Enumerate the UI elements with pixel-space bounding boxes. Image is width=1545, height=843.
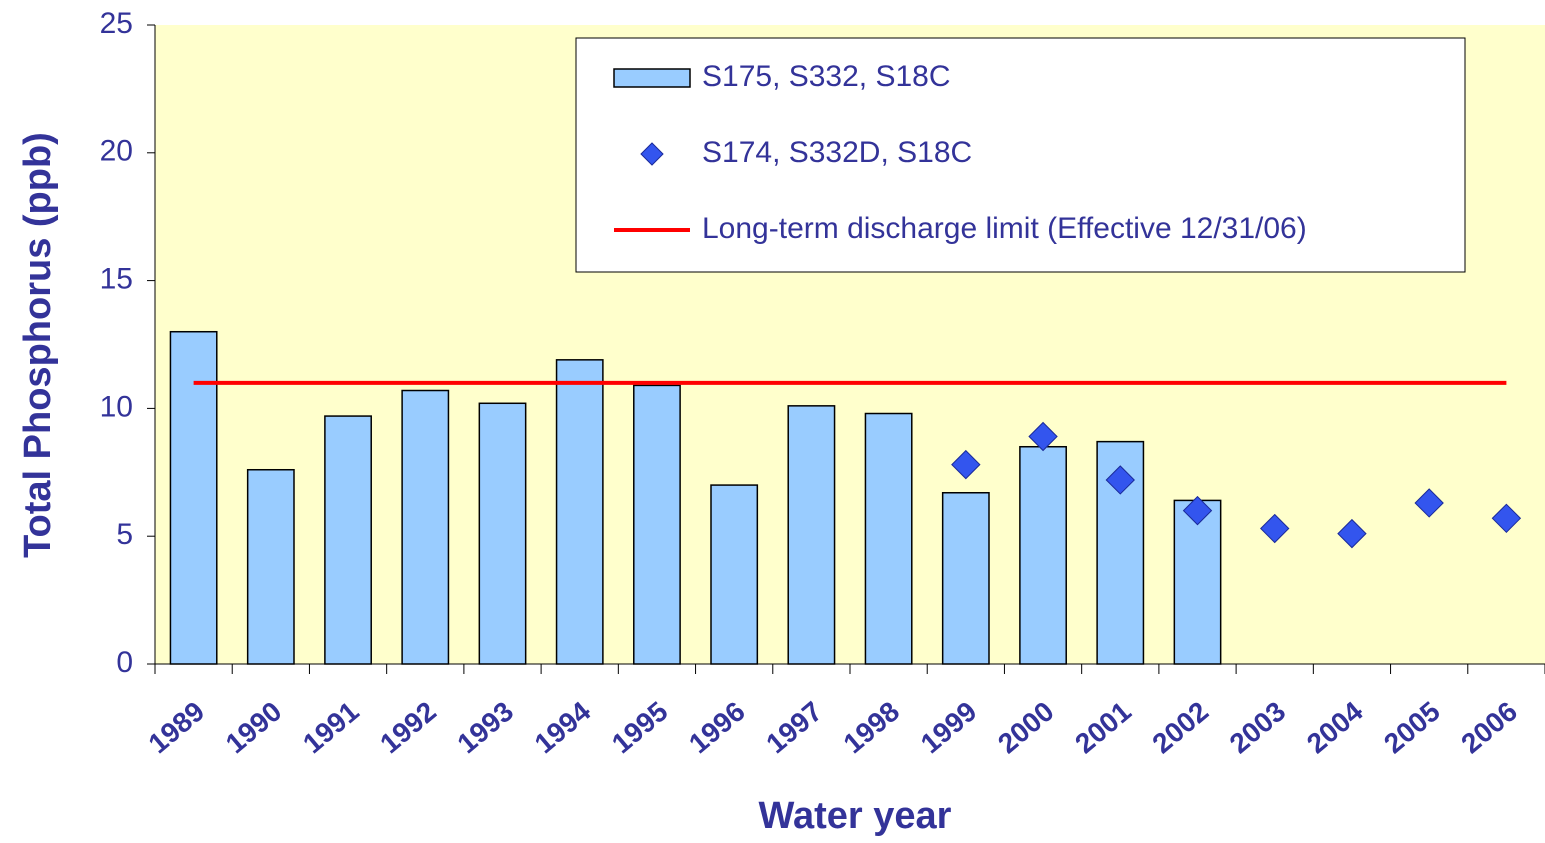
legend-swatch bbox=[640, 142, 664, 166]
diamond-marker bbox=[1028, 421, 1058, 452]
y-tick-label: 20 bbox=[100, 135, 133, 168]
diamond-marker bbox=[1414, 488, 1444, 518]
x-tick-label: 1996 bbox=[683, 696, 751, 760]
bar bbox=[787, 405, 836, 665]
y-tick-label: 15 bbox=[100, 263, 133, 296]
diamond-marker bbox=[951, 449, 981, 480]
y-tick-label: 10 bbox=[100, 390, 133, 423]
x-tick-label: 2005 bbox=[1378, 696, 1446, 760]
x-tick-label: 2000 bbox=[992, 696, 1060, 760]
x-tick-label: 2001 bbox=[1069, 696, 1137, 760]
bar bbox=[1019, 445, 1067, 665]
bar bbox=[169, 330, 218, 665]
x-axis-label: Water year bbox=[759, 795, 952, 837]
bar bbox=[1173, 499, 1222, 665]
x-tick-label: 1989 bbox=[143, 696, 211, 760]
legend-label: S175, S332, S18C bbox=[702, 60, 951, 93]
legend-label: S174, S332D, S18C bbox=[702, 136, 972, 169]
bar bbox=[941, 491, 990, 665]
x-tick-label: 2002 bbox=[1146, 696, 1214, 760]
x-tick-label: 1993 bbox=[451, 696, 519, 760]
bar bbox=[246, 468, 295, 665]
legend-swatch bbox=[613, 68, 691, 88]
x-tick-label: 2006 bbox=[1455, 696, 1523, 760]
y-tick-label: 5 bbox=[116, 518, 133, 551]
x-tick-label: 1997 bbox=[760, 696, 828, 760]
bar bbox=[324, 415, 372, 665]
x-tick-label: 1998 bbox=[838, 696, 906, 760]
x-tick-label: 1994 bbox=[529, 695, 597, 759]
y-tick-label: 25 bbox=[100, 7, 133, 40]
x-tick-label: 2003 bbox=[1224, 696, 1292, 760]
x-tick-label: 1999 bbox=[915, 696, 983, 760]
bar bbox=[401, 389, 450, 665]
x-tick-label: 2004 bbox=[1301, 695, 1369, 759]
diamond-marker bbox=[1337, 518, 1367, 549]
diamond-marker bbox=[1491, 503, 1522, 534]
legend-box bbox=[575, 37, 1466, 273]
bar bbox=[555, 359, 604, 665]
diamond-marker bbox=[1182, 495, 1213, 526]
x-tick-label: 1992 bbox=[374, 696, 442, 760]
bar bbox=[864, 412, 913, 665]
x-tick-label: 1995 bbox=[606, 696, 674, 760]
y-tick-label: 0 bbox=[116, 646, 133, 679]
bar bbox=[478, 402, 527, 665]
x-tick-label: 1991 bbox=[297, 696, 365, 760]
y-axis-label: Total Phosphorus (ppb) bbox=[17, 132, 59, 558]
x-tick-label: 1990 bbox=[220, 696, 288, 760]
diamond-marker bbox=[1105, 465, 1135, 495]
bar bbox=[710, 484, 759, 665]
bar bbox=[633, 384, 681, 665]
diamond-marker bbox=[1260, 513, 1290, 544]
legend-label: Long-term discharge limit (Effective 12/… bbox=[702, 212, 1307, 245]
